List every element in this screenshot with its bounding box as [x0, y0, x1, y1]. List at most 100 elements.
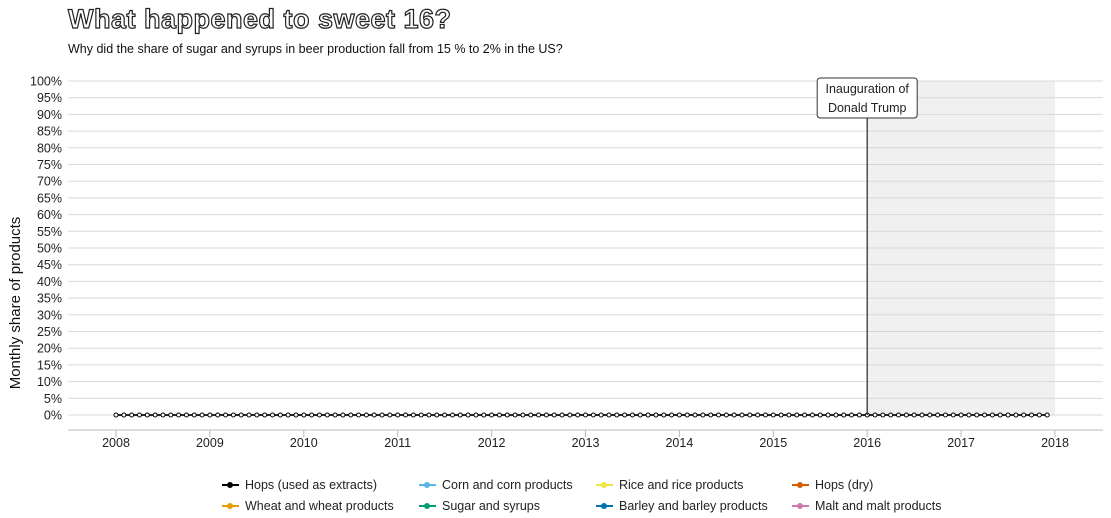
data-point — [880, 412, 886, 418]
legend-label: Corn and corn products — [442, 477, 573, 492]
data-point — [481, 412, 487, 418]
legend-item: Sugar and syrups — [419, 497, 596, 514]
data-point — [254, 412, 260, 418]
data-point — [387, 412, 393, 418]
y-tick-label: 85% — [37, 125, 62, 139]
data-point — [551, 412, 557, 418]
data-point — [841, 412, 847, 418]
data-point — [144, 412, 150, 418]
data-point — [129, 412, 135, 418]
data-point — [489, 412, 495, 418]
data-point — [285, 412, 291, 418]
legend-label: Rice and rice products — [619, 477, 744, 492]
data-point — [997, 412, 1003, 418]
data-point — [496, 412, 502, 418]
data-point — [176, 412, 182, 418]
legend-key-icon — [596, 501, 613, 511]
data-point — [152, 412, 158, 418]
data-point — [277, 412, 283, 418]
data-point — [410, 412, 416, 418]
data-point — [598, 412, 604, 418]
data-point — [614, 412, 620, 418]
data-point — [457, 412, 463, 418]
x-tick-label: 2011 — [384, 436, 411, 450]
data-point — [348, 412, 354, 418]
data-point — [442, 412, 448, 418]
legend-label: Wheat and wheat products — [245, 498, 394, 513]
chart-plot: 0% 5% 10% 15% 20% 25% 30% 35% 40% 45% 50% 55% 60% 65%… — [7, 75, 1103, 450]
data-point — [395, 412, 401, 418]
y-tick-label: 50% — [37, 242, 62, 256]
legend-item: Wheat and wheat products — [222, 497, 419, 514]
data-point — [238, 412, 244, 418]
data-point — [942, 412, 948, 418]
data-point — [528, 412, 534, 418]
y-tick-label: 20% — [37, 342, 62, 356]
x-tick-label: 2012 — [478, 436, 506, 450]
data-point — [160, 412, 166, 418]
x-tick-label: 2017 — [947, 436, 975, 450]
data-point — [935, 412, 941, 418]
data-point — [301, 412, 307, 418]
y-tick-labels: 0% 5% 10% 15% 20% 25% 30% 35% 40% 45% 50% 55% 60% 65%… — [30, 75, 62, 423]
data-point — [872, 412, 878, 418]
data-point — [449, 412, 455, 418]
data-point — [762, 412, 768, 418]
grid-lines — [68, 80, 1103, 437]
data-point — [575, 412, 581, 418]
data-point — [324, 412, 330, 418]
data-point — [590, 412, 596, 418]
data-point — [1021, 412, 1027, 418]
data-point — [543, 412, 549, 418]
data-point — [1005, 412, 1011, 418]
data-point — [684, 412, 690, 418]
data-point — [379, 412, 385, 418]
data-point — [794, 412, 800, 418]
y-tick-label: 60% — [37, 208, 62, 222]
data-point — [1029, 412, 1035, 418]
data-point — [637, 412, 643, 418]
data-point — [1044, 412, 1050, 418]
legend-item: Hops (used as extracts) — [222, 476, 419, 493]
data-point — [778, 412, 784, 418]
x-tick-label: 2015 — [759, 436, 787, 450]
data-point — [1036, 412, 1042, 418]
annotation-box — [816, 77, 918, 119]
data-point — [183, 412, 189, 418]
legend-key-icon — [222, 480, 239, 490]
data-point — [661, 412, 667, 418]
data-point — [309, 412, 315, 418]
data-point — [316, 412, 322, 418]
data-point — [168, 412, 174, 418]
y-tick-label: 80% — [37, 141, 62, 155]
data-point — [927, 412, 933, 418]
data-point — [958, 412, 964, 418]
x-tick-label: 2009 — [196, 436, 224, 450]
x-tick-label: 2016 — [853, 436, 881, 450]
data-point — [512, 412, 518, 418]
y-tick-label: 25% — [37, 325, 62, 339]
data-point — [692, 412, 698, 418]
data-point — [583, 412, 588, 418]
x-tick-label: 2018 — [1041, 436, 1069, 450]
data-point — [520, 412, 526, 418]
legend-key-icon — [222, 501, 239, 511]
data-point — [403, 412, 409, 418]
data-point — [504, 412, 510, 418]
data-point — [849, 412, 855, 418]
data-point — [293, 412, 299, 418]
y-tick-label: 70% — [37, 175, 62, 189]
annotation-line-2: Donald Trump — [828, 101, 907, 115]
data-point — [833, 412, 839, 418]
data-point — [676, 412, 682, 418]
data-point — [989, 412, 995, 418]
data-point — [731, 412, 737, 418]
data-point — [802, 412, 808, 418]
data-point — [434, 412, 440, 418]
data-point — [207, 412, 213, 418]
legend-key-icon — [792, 501, 809, 511]
data-point — [770, 412, 776, 418]
data-point — [982, 412, 988, 418]
data-point — [262, 412, 268, 418]
x-tick-label: 2008 — [102, 436, 130, 450]
